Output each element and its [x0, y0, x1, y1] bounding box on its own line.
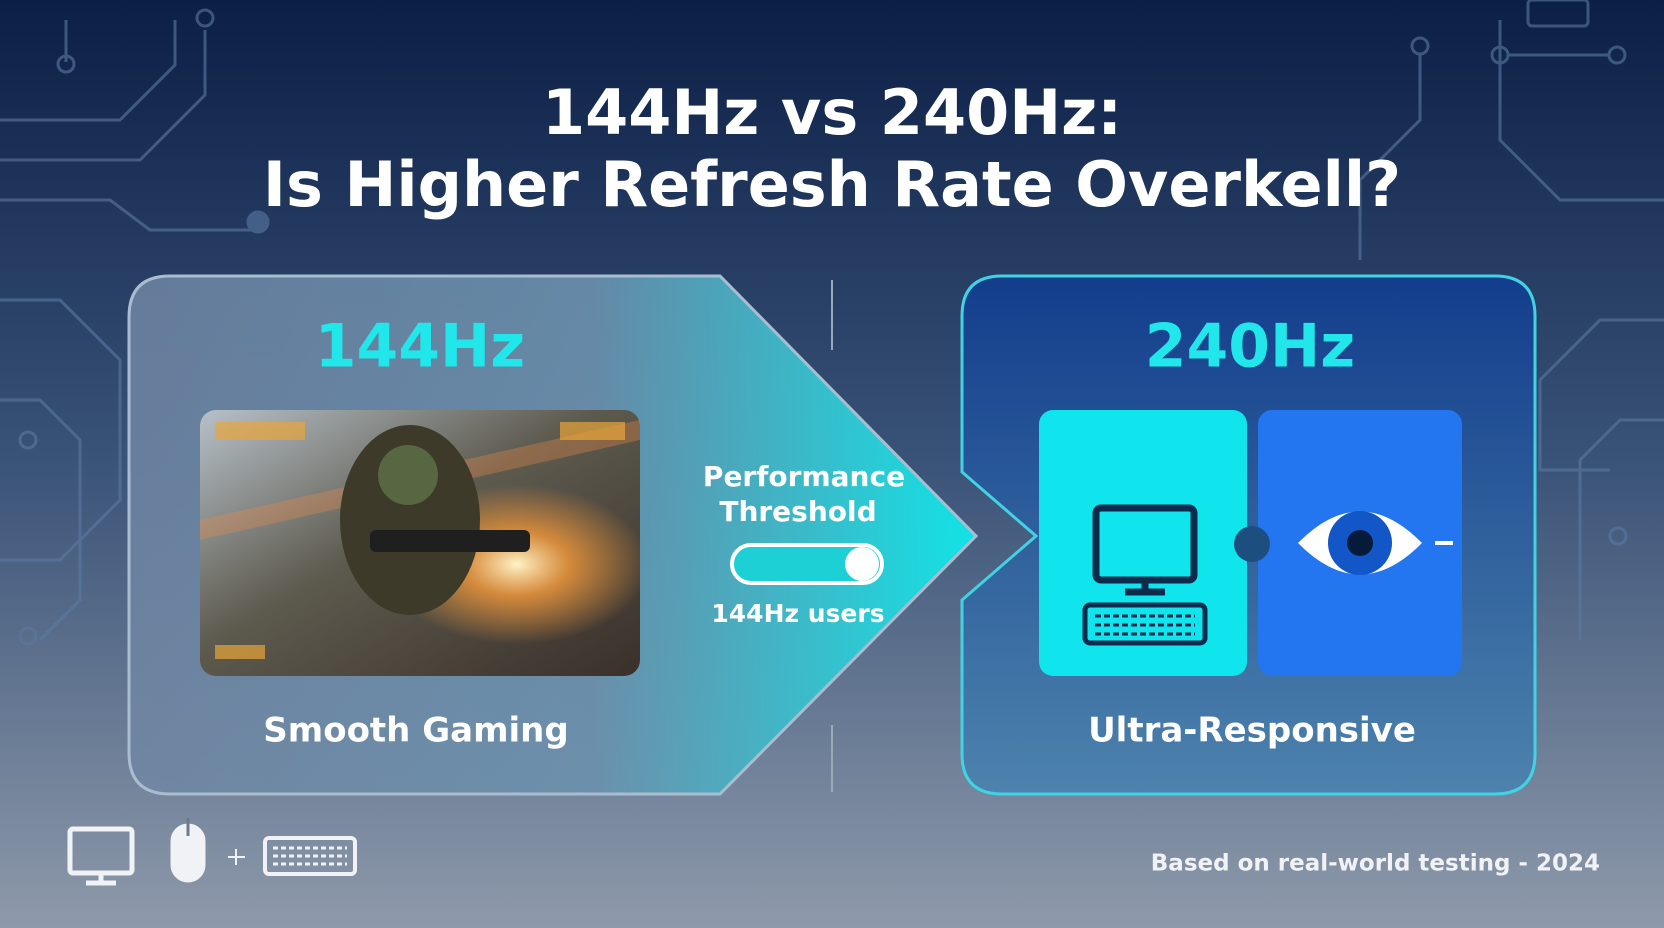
threshold-title: Threshold: [719, 495, 876, 528]
footer-icons: [67, 818, 357, 886]
title-line1: 144Hz vs 240Hz:: [542, 76, 1122, 149]
title-line2: Is Higher Refresh Rate Overkell?: [263, 148, 1401, 221]
monitor-tile: [1039, 410, 1247, 676]
footer-note: Based on real-world testing - 2024: [1151, 851, 1600, 877]
connector: [1234, 526, 1270, 562]
toggle: [730, 543, 884, 585]
threshold-note: 144Hz users: [711, 599, 884, 628]
left-caption: Smooth Gaming: [263, 711, 568, 751]
eye-icon: [1298, 511, 1453, 575]
game-screenshot: [200, 410, 640, 676]
right-label: 240Hz: [1145, 312, 1355, 382]
right-caption: Ultra-Responsive: [1088, 711, 1416, 751]
toggle-knob: [845, 547, 879, 581]
threshold-title: Performance: [703, 460, 905, 493]
computer-icon: [1082, 504, 1208, 646]
left-label: 144Hz: [315, 312, 525, 382]
circuit-decoration: [0, 0, 1664, 646]
